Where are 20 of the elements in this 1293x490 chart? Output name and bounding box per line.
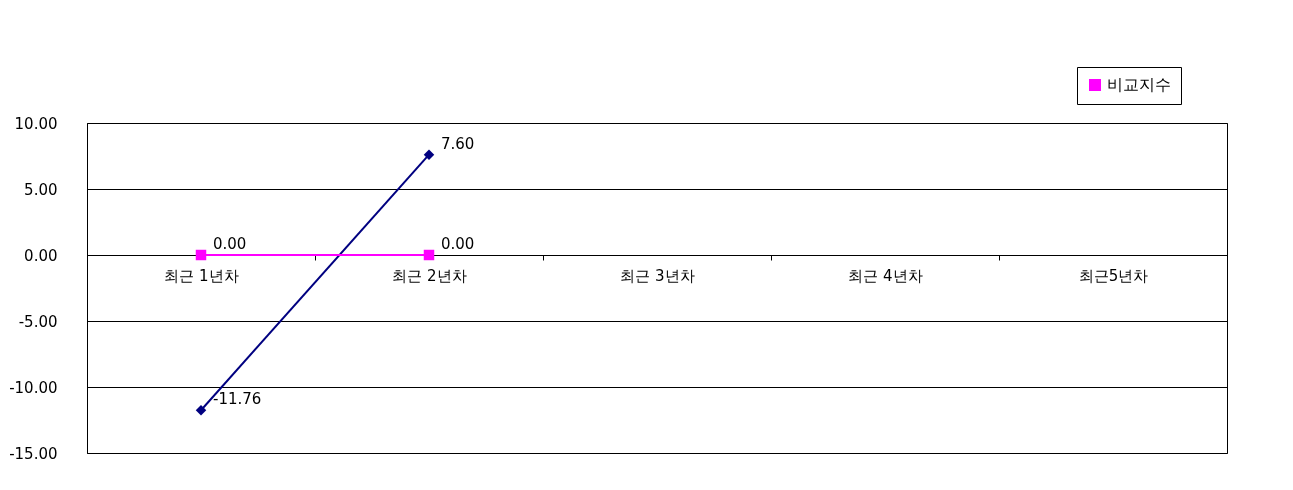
x-tick-label: 최근 3년차 [620,266,695,285]
data-label: 0.00 [441,235,475,253]
x-tick-label: 최근 1년차 [164,266,239,285]
point [195,249,207,261]
y-tick-label: -5.00 [18,312,58,331]
x-tick-label: 최근5년차 [1078,266,1149,285]
data-label: 0.00 [213,235,247,253]
y-tick-label: 0.00 [24,246,58,265]
point [423,249,435,261]
x-tick-label: 최근 4년차 [848,266,923,285]
legend-label: 비교지수 [1107,75,1171,94]
data-label: -11.76 [213,390,262,409]
point [195,404,207,416]
point [423,149,435,160]
x-tick-label: 최근 2년차 [392,266,467,285]
data-label: 7.60 [441,134,475,153]
y-tick-label: 5.00 [24,180,58,199]
y-tick-label: -10.00 [9,378,58,397]
y-tick-label: -15.00 [9,444,58,463]
y-tick-label: 10.00 [14,114,58,133]
